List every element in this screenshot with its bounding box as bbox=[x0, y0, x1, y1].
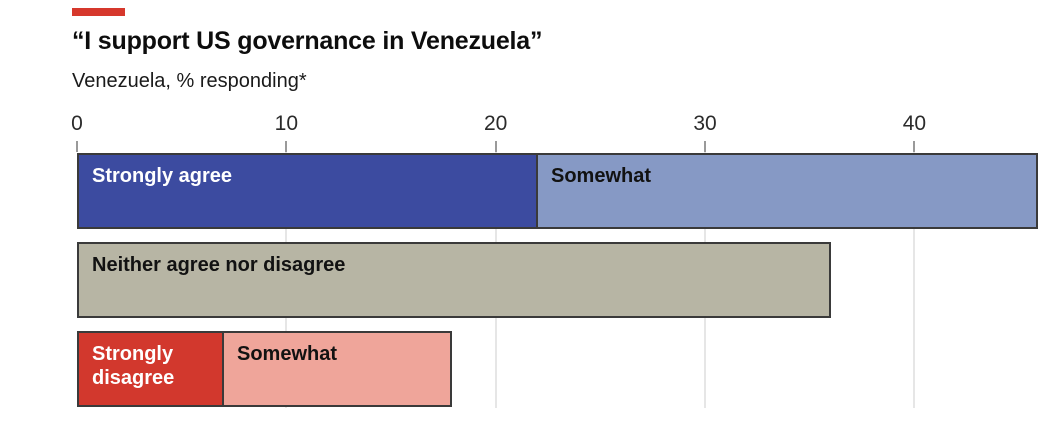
bar-neither: Neither agree nor disagree bbox=[77, 242, 831, 318]
segment-neither-agree-nor-disagree: Neither agree nor disagree bbox=[77, 242, 831, 318]
x-axis-tick-label: 10 bbox=[274, 112, 299, 135]
segment-somewhat-disagree: Somewhat bbox=[222, 331, 452, 407]
plot-area: Strongly agree Somewhat Neither agree no… bbox=[77, 152, 1040, 408]
x-axis-tick-mark bbox=[913, 141, 916, 152]
segment-label: Neither agree nor disagree bbox=[92, 254, 346, 276]
segment-label: Somewhat bbox=[551, 165, 652, 187]
x-axis-tick-label: 30 bbox=[693, 112, 717, 135]
bar-disagree: Strongly disagree Somewhat bbox=[77, 331, 452, 407]
gridline-40 bbox=[913, 152, 916, 408]
x-axis-tick-label: 0 bbox=[71, 112, 83, 135]
x-axis-tick-mark bbox=[76, 141, 78, 152]
chart-title: “I support US governance in Venezuela” bbox=[72, 27, 543, 55]
chart-subtitle: Venezuela, % responding* bbox=[72, 70, 307, 92]
segment-somewhat-agree: Somewhat bbox=[536, 153, 1038, 229]
accent-bar bbox=[72, 8, 125, 16]
bar-agree: Strongly agree Somewhat bbox=[77, 153, 1038, 229]
segment-strongly-disagree: Strongly disagree bbox=[77, 331, 224, 407]
segment-label: Somewhat bbox=[237, 343, 338, 365]
segment-label: Strongly agree bbox=[92, 165, 233, 187]
x-axis-tick-label: 40 bbox=[902, 112, 927, 135]
x-axis-tick-mark bbox=[704, 141, 707, 152]
segment-label: Strongly disagree bbox=[92, 343, 175, 389]
x-axis-tick-mark bbox=[285, 141, 288, 152]
x-axis-tick-mark bbox=[494, 141, 497, 152]
x-axis: 0 10 20 30 40 bbox=[71, 112, 1040, 152]
x-axis-tick-label: 20 bbox=[484, 112, 508, 135]
segment-strongly-agree: Strongly agree bbox=[77, 153, 538, 229]
